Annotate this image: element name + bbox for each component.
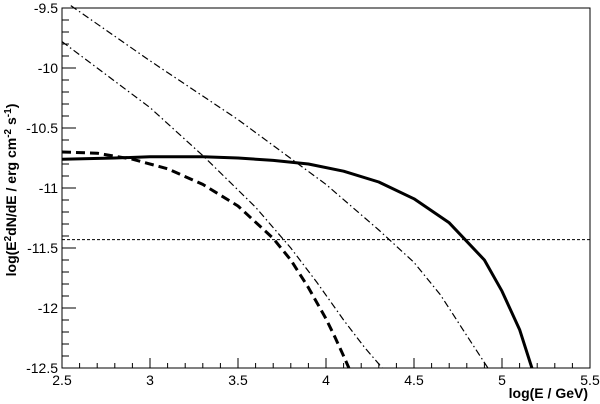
series-line-dash-dot-lower (61, 41, 383, 369)
x-tick-label: 3 (146, 372, 154, 388)
tick-layer (61, 7, 591, 369)
y-tick-label: -12.5 (26, 360, 58, 376)
tick-label-layer: 2.5 3 3.5 4 4.5 5 5.5 -12.5 -12 -11.5 -11 -10.5 -10 -… (26, 0, 600, 388)
y-axis-title-superscript: -1 (3, 108, 14, 117)
series-line-solid-thick (61, 155, 534, 369)
y-axis-title-part: s (3, 117, 19, 129)
x-tick-label: 4.5 (404, 372, 424, 388)
x-tick-label: 3.5 (228, 372, 248, 388)
y-axis-title-superscript: 2 (3, 235, 14, 241)
y-axis-title-part: log(E (3, 241, 19, 276)
x-axis-title: log(E / GeV) (509, 385, 588, 401)
y-tick-label: -10 (38, 60, 58, 76)
y-tick-label: -11.5 (27, 240, 58, 256)
y-tick-label: -12 (38, 300, 58, 316)
series-line-dashed-thick (61, 150, 351, 369)
y-axis-title: log(E2dN/dE / erg cm-2 s-1) (3, 104, 19, 277)
y-axis-title-part: dN/dE / erg cm (3, 138, 19, 236)
y-tick-label: -9.5 (34, 0, 58, 16)
series-line-dash-dot-upper (70, 5, 489, 369)
x-tick-label: 4 (322, 372, 330, 388)
y-axis-title-part: ) (3, 104, 19, 109)
x-tick-label: 5.5 (580, 372, 600, 388)
x-tick-label: 5 (498, 372, 506, 388)
series-layer (61, 5, 590, 369)
y-axis-title-superscript: -2 (3, 128, 14, 137)
x-tick-label: 2.5 (52, 372, 72, 388)
y-tick-label: -10.5 (26, 120, 58, 136)
y-tick-label: -11 (39, 180, 58, 196)
